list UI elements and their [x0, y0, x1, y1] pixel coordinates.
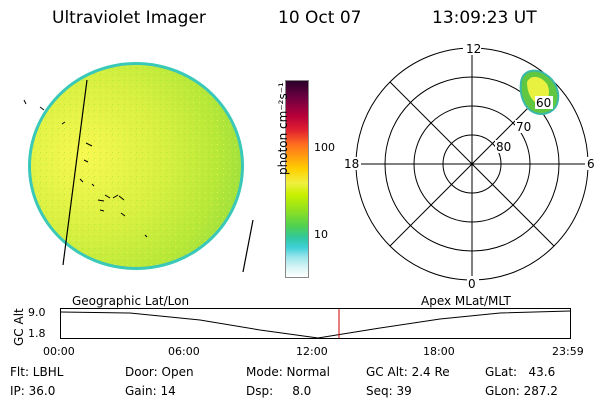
mlt-label-6: 6 — [587, 157, 595, 171]
lat-label-70: 70 — [516, 120, 531, 134]
status-gc-alt: GC Alt: 2.4 Re — [366, 365, 450, 379]
status-glon: GLon: 287.2 — [485, 384, 558, 398]
colorbar — [285, 80, 309, 278]
app-title: Ultraviolet Imager — [52, 8, 206, 28]
mlt-label-0: 0 — [468, 277, 476, 290]
altitude-curve — [60, 310, 571, 339]
header-date: 10 Oct 07 — [278, 8, 362, 28]
coast-mark — [242, 219, 254, 273]
status-filter: Flt: LBHL — [10, 365, 64, 379]
colorbar-tick-10: 10 — [314, 228, 328, 241]
earth-disk-image — [23, 62, 254, 273]
colorbar-unit-label: photon cm⁻²s⁻¹ — [276, 82, 290, 175]
status-dsp: Dsp: 8.0 — [246, 384, 312, 398]
status-gain: Gain: 14 — [125, 384, 176, 398]
timeline-x-tick-1800: 18:00 — [423, 345, 455, 358]
timeline-x-tick-0000: 00:00 — [43, 345, 75, 358]
colorbar-tick-100: 100 — [314, 141, 335, 154]
timeline-left-title: Geographic Lat/Lon — [72, 294, 190, 308]
header-time: 13:09:23 UT — [432, 8, 537, 28]
timeline-x-tick-0600: 06:00 — [168, 345, 200, 358]
timeline-x-tick-2359: 23:59 — [552, 345, 584, 358]
timeline-y-tick-1.8: 1.8 — [28, 327, 46, 340]
status-ip: IP: 36.0 — [10, 384, 56, 398]
altitude-timeline-plot — [60, 308, 571, 339]
coast-marks — [23, 99, 148, 238]
status-mode: Mode: Normal — [246, 365, 330, 379]
lat-label-80: 80 — [496, 140, 511, 154]
lat-label-60: 60 — [536, 96, 551, 110]
timeline-y-tick-9: 9.0 — [28, 306, 46, 319]
timeline-y-axis-label: GC Alt — [12, 308, 26, 346]
timeline-x-tick-1200: 12:00 — [296, 345, 328, 358]
mlt-label-18: 18 — [344, 157, 359, 171]
status-glat: GLat: 43.6 — [485, 365, 556, 379]
status-door: Door: Open — [125, 365, 194, 379]
terminator-line — [62, 79, 88, 266]
polar-diag-2 — [389, 81, 555, 247]
mlt-label-12: 12 — [466, 42, 481, 56]
status-seq: Seq: 39 — [366, 384, 412, 398]
polar-plot: 12 18 6 0 60 70 80 — [341, 42, 597, 290]
timeline-right-title: Apex MLat/MLT — [421, 294, 511, 308]
